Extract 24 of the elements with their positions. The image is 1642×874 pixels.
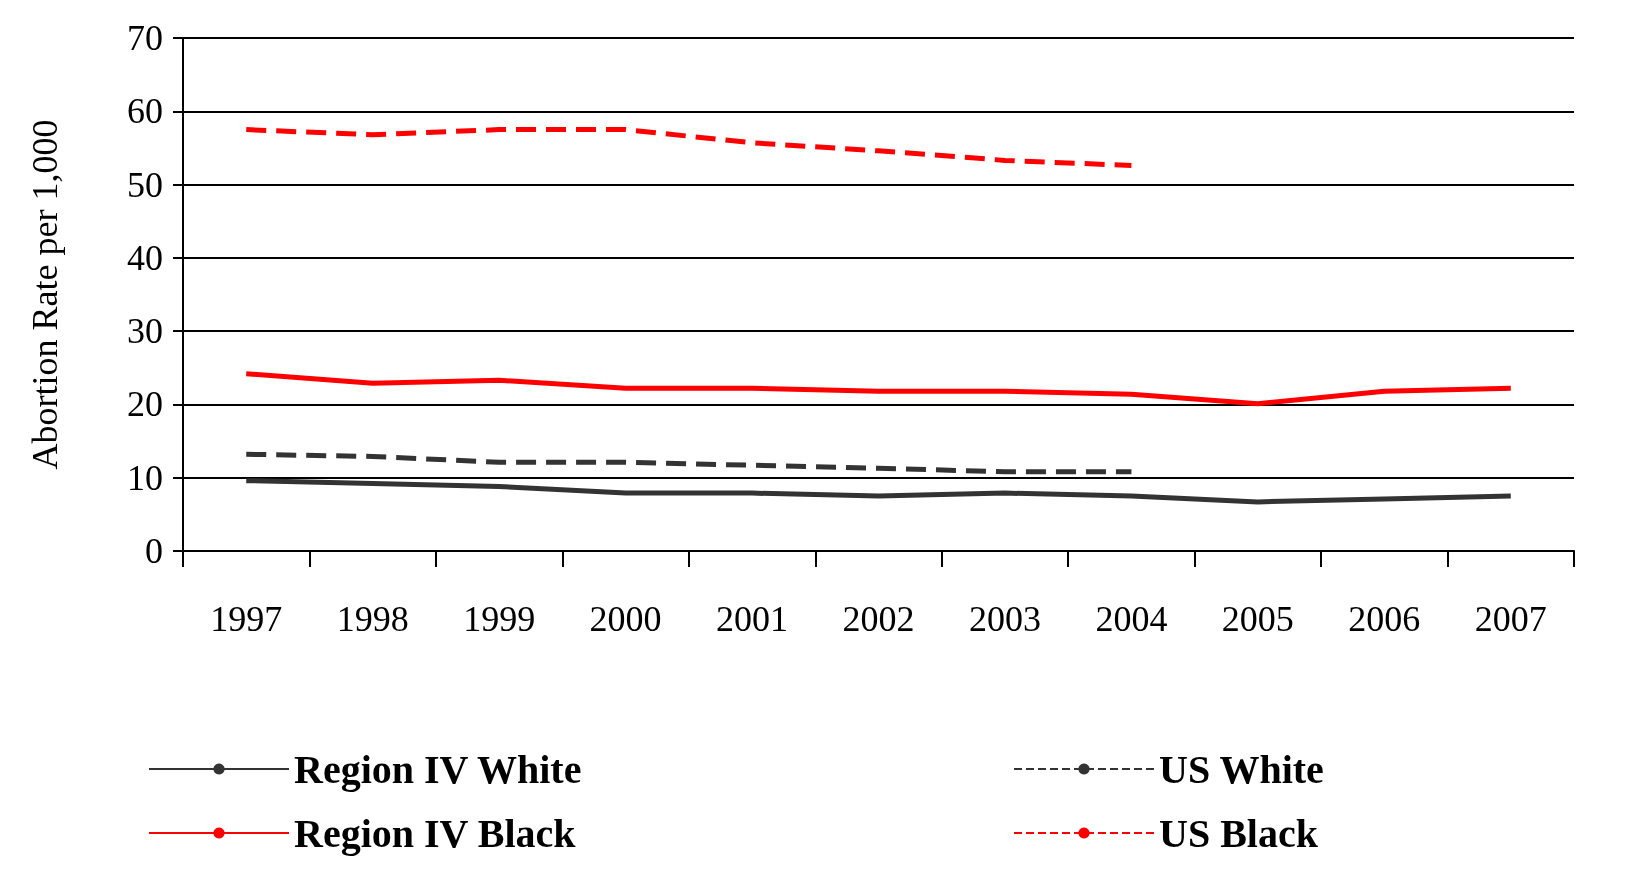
x-tick-label: 2000 [589, 599, 662, 639]
x-tick-label: 2004 [1095, 599, 1168, 639]
y-tick-label: 40 [127, 237, 163, 278]
x-tick-label: 2001 [716, 599, 789, 639]
y-tick-label: 50 [127, 164, 163, 205]
legend-label: US Black [1159, 810, 1319, 856]
x-tick-label: 2003 [968, 599, 1041, 639]
legend-label: Region IV Black [294, 810, 577, 856]
y-tick-label: 0 [145, 531, 163, 571]
x-tick-label: 2007 [1474, 599, 1547, 639]
x-tick-label: 2002 [842, 599, 915, 639]
x-tick-label: 2006 [1348, 599, 1421, 639]
x-tick-label: 1998 [336, 599, 409, 639]
y-axis-title: Abortion Rate per 1,000 [25, 119, 65, 470]
y-tick-label: 20 [127, 384, 163, 425]
legend-label: Region IV White [294, 746, 582, 792]
legend-label: US White [1159, 746, 1324, 792]
x-tick-label: 1997 [210, 599, 283, 639]
x-tick-label: 2005 [1221, 599, 1294, 639]
y-tick-label: 30 [127, 311, 163, 352]
y-tick-label: 70 [127, 18, 163, 58]
y-tick-label: 60 [127, 91, 163, 132]
y-tick-label: 10 [127, 457, 163, 498]
x-tick-label: 1999 [463, 599, 536, 639]
